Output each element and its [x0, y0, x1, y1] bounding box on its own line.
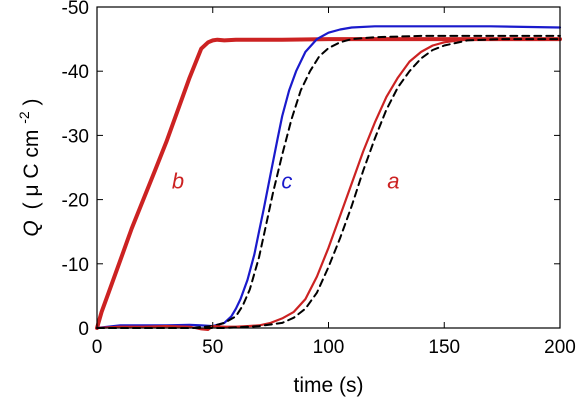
- x-tick-label: 150: [428, 337, 460, 358]
- series-line-a: [95, 37, 562, 331]
- series-line-a-fit: [96, 38, 561, 329]
- axis-ticks: 0 50 100 150 200 0 -10 -20 -30 -40 -50: [62, 0, 576, 358]
- y-axis-unit-close: ): [20, 98, 43, 105]
- y-tick-label: -10: [62, 255, 89, 276]
- x-tick-label: 0: [92, 337, 103, 358]
- x-axis-title: time (s): [294, 374, 364, 397]
- y-tick-label: -20: [62, 191, 89, 212]
- y-tick-label: -50: [62, 0, 89, 19]
- y-tick-label: -40: [62, 62, 89, 83]
- y-axis-unit-mu: μ: [20, 184, 43, 196]
- series-line-c: [95, 25, 562, 330]
- x-tick-label: 200: [544, 337, 576, 358]
- plot-frame: [96, 6, 561, 329]
- x-tick-label: 100: [313, 337, 345, 358]
- x-tick-label: 50: [202, 337, 223, 358]
- y-tick-label: 0: [78, 319, 89, 340]
- series-label-a: a: [387, 168, 399, 193]
- y-axis-unit-exp: -2: [16, 111, 32, 124]
- y-axis-unit-open: (: [20, 202, 43, 209]
- y-axis-symbol: Q: [20, 220, 43, 236]
- y-axis-title: Q ( μ C cm -2 ): [11, 98, 43, 236]
- series-layer: [95, 25, 562, 331]
- series-line-c-fit: [96, 34, 561, 329]
- series-label-b: b: [172, 168, 184, 193]
- y-axis-unit-c: C cm: [20, 130, 43, 179]
- series-label-c: c: [281, 168, 292, 193]
- y-tick-label: -30: [62, 126, 89, 147]
- series-line-b: [95, 37, 562, 330]
